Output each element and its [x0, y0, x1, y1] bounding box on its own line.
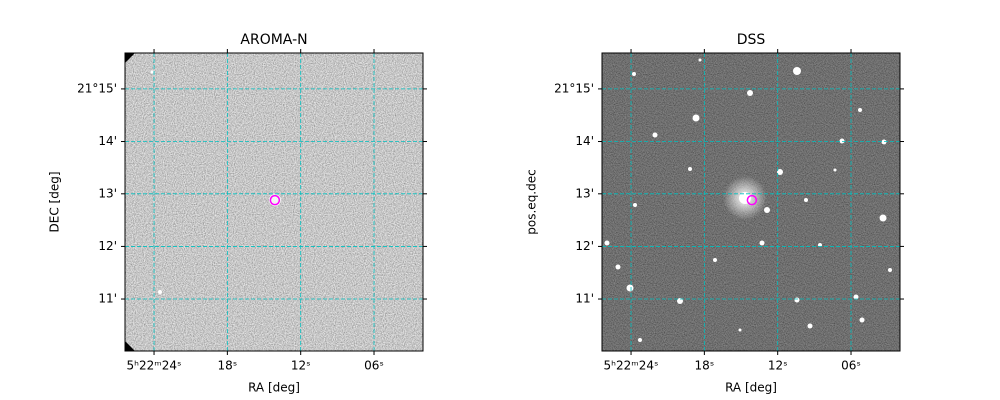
y-tick-label: 11' [575, 292, 594, 306]
image-dss [602, 53, 900, 351]
x-tick-label: 18ˢ [694, 359, 714, 373]
source [150, 70, 154, 74]
y-tick-label: 13' [98, 186, 117, 200]
y-tick-label: 21°15' [77, 81, 117, 95]
x-tick-label: 12ˢ [291, 359, 311, 373]
target-marker [269, 194, 281, 206]
y-axis-label: DEC [deg] [48, 172, 62, 233]
image-aroma [125, 53, 423, 351]
y-tick-label: 12' [98, 239, 117, 253]
y-tick-label: 12' [575, 239, 594, 253]
x-tick-label: 06ˢ [841, 359, 861, 373]
stars [604, 58, 892, 342]
x-tick-label: 5ʰ22ᵐ24ˢ [604, 359, 659, 373]
y-tick-label: 14' [98, 134, 117, 148]
x-axis-label: RA [deg] [725, 381, 777, 395]
chart-title: DSS [737, 32, 766, 48]
y-tick-label: 14' [575, 134, 594, 148]
axes-frame [601, 52, 901, 352]
x-axis-label: RA [deg] [248, 381, 300, 395]
target-marker [746, 194, 758, 206]
x-tick-label: 18ˢ [217, 359, 237, 373]
axes-frame [124, 52, 424, 352]
chart-title: AROMA-N [240, 32, 307, 48]
y-tick-label: 11' [98, 292, 117, 306]
source [158, 290, 162, 294]
y-tick-label: 13' [575, 186, 594, 200]
x-tick-label: 5ʰ22ᵐ24ˢ [127, 359, 182, 373]
y-axis-label: pos.eq.dec [525, 169, 539, 234]
x-tick-label: 12ˢ [768, 359, 788, 373]
x-tick-label: 06ˢ [364, 359, 384, 373]
y-tick-label: 21°15' [554, 81, 594, 95]
